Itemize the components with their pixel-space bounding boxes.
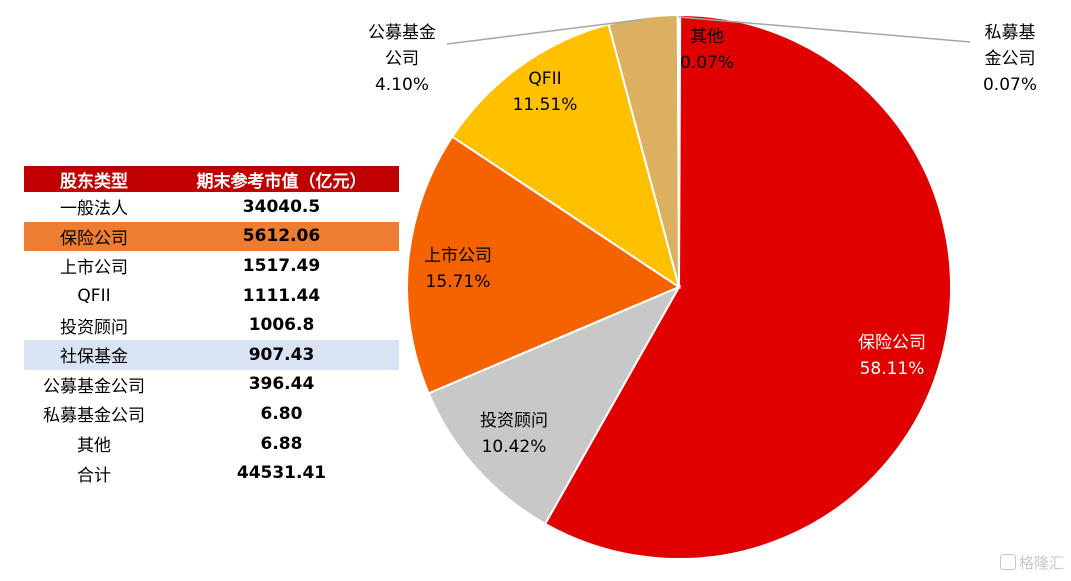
pie-leader-lines xyxy=(446,16,971,45)
market-value-cell: 6.80 xyxy=(260,403,303,424)
slice-percent-label: 0.07% xyxy=(680,53,734,73)
pie-labels: 其他 0.07% 保险公司 58.11% 投资顾问 10.42% 上市公司 15.71% QFI… xyxy=(368,23,1037,457)
table-row: 上市公司 1517.49 xyxy=(24,251,399,281)
shareholder-type-cell: 一般法人 xyxy=(60,199,128,220)
market-value-cell: 1006.8 xyxy=(248,315,315,336)
market-value-cell: 1517.49 xyxy=(242,255,321,276)
market-value-cell: 34040.5 xyxy=(242,196,321,217)
pie-slice xyxy=(427,284,682,526)
watermark: 格隆汇 xyxy=(1000,552,1064,573)
table-row: 私募基金公司 6.80 xyxy=(24,399,399,429)
market-value-cell: 44531.41 xyxy=(236,463,327,484)
shareholder-type-cell: 公募基金公司 xyxy=(43,376,145,397)
table-row: 保险公司 5612.06 xyxy=(24,221,399,252)
pie-slice xyxy=(543,13,952,560)
slice-percent-label: 10.42% xyxy=(482,437,547,457)
slice-name-label: 上市公司 xyxy=(424,246,492,266)
pie-slice xyxy=(450,23,681,290)
pie-slices xyxy=(406,13,952,560)
slice-percent-label: 58.11% xyxy=(860,359,925,379)
table-row: 其他 6.88 xyxy=(24,429,399,459)
shareholder-type-cell: 保险公司 xyxy=(24,221,164,252)
leader-line xyxy=(446,18,644,45)
table-row: 社保基金 907.43 xyxy=(24,339,399,370)
shareholder-type-cell: 合计 xyxy=(77,465,111,486)
slice-name-label: 保险公司 xyxy=(858,333,926,353)
slice-name-label: 其他 xyxy=(690,27,724,47)
shareholder-type-cell: 投资顾问 xyxy=(60,317,128,338)
table-row: 一般法人 34040.5 xyxy=(24,192,399,222)
shareholder-type-cell: QFII xyxy=(77,285,111,306)
market-value-cell: 6.88 xyxy=(260,433,303,454)
shareholder-type-cell: 其他 xyxy=(77,436,111,457)
shareholder-type-cell: 私募基金公司 xyxy=(43,406,145,427)
slice-percent-label: 15.71% xyxy=(426,272,491,292)
slice-name-label: 私募基 xyxy=(985,23,1036,43)
table-row: 公募基金公司 396.44 xyxy=(24,370,399,400)
header-shareholder-type: 股东类型 xyxy=(24,166,164,192)
slice-percent-label: 4.10% xyxy=(375,75,429,95)
pie-slice xyxy=(676,13,680,288)
table-row: 合计 44531.41 xyxy=(24,458,399,488)
leader-line xyxy=(678,16,971,43)
watermark-text: 格隆汇 xyxy=(1019,554,1065,572)
market-value-cell: 396.44 xyxy=(248,374,315,395)
holdings-table: 股东类型 期末参考市值（亿元） 一般法人 34040.5 保险公司 5612.06 上市… xyxy=(24,166,399,488)
slice-name-label: 投资顾问 xyxy=(480,411,548,431)
slice-percent-label: 11.51% xyxy=(513,95,578,115)
slice-name-label: 公司 xyxy=(385,49,419,69)
header-market-value: 期末参考市值（亿元） xyxy=(164,166,399,192)
table-row: QFII 1111.44 xyxy=(24,281,399,311)
shareholder-type-cell: 社保基金 xyxy=(24,339,164,370)
pie-slice xyxy=(406,135,682,395)
market-value-cell: 907.43 xyxy=(164,339,399,370)
slice-name-label: 公募基金 xyxy=(368,23,436,43)
shareholder-type-cell: 上市公司 xyxy=(60,258,128,279)
watermark-logo-icon xyxy=(1000,554,1016,570)
table-header-row: 股东类型 期末参考市值（亿元） xyxy=(24,166,399,192)
table-row: 投资顾问 1006.8 xyxy=(24,310,399,340)
slice-name-label: 金公司 xyxy=(985,49,1036,69)
market-value-cell: 5612.06 xyxy=(164,221,399,252)
slice-name-label: QFII xyxy=(528,69,561,89)
market-value-cell: 1111.44 xyxy=(242,285,321,306)
slice-percent-label: 0.07% xyxy=(983,75,1037,95)
